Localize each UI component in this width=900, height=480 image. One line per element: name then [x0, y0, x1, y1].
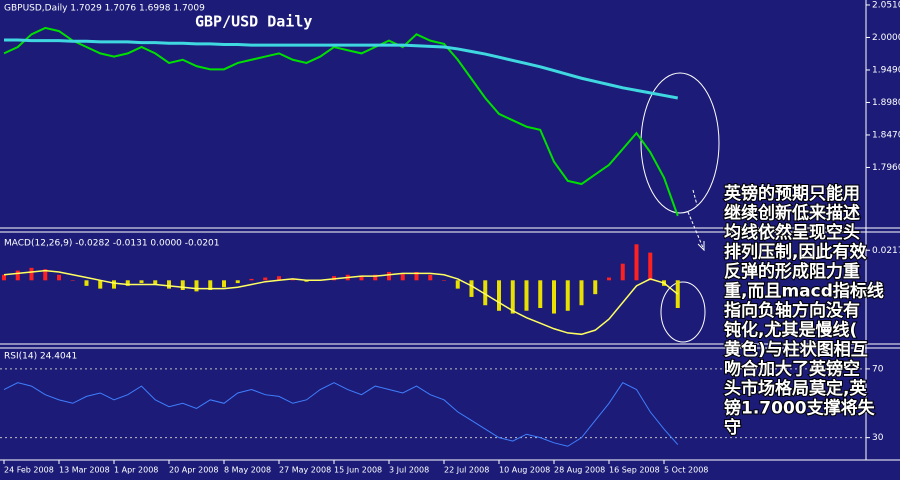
x-tick-label: 13 Mar 2008 [59, 466, 110, 475]
macd-bar [249, 278, 254, 281]
annotation-line: 钝化,尤其是慢线( [724, 320, 857, 341]
macd-bar [43, 269, 48, 281]
macd-bar [112, 280, 116, 289]
macd-bar [98, 280, 103, 289]
macd-bar [277, 276, 281, 281]
macd-bar [373, 274, 378, 281]
x-tick-label: 10 Aug 2008 [499, 466, 550, 475]
x-tick-label: 1 Apr 2008 [114, 466, 158, 475]
y-tick-label: 70 [872, 364, 884, 374]
price-line [3, 26, 679, 217]
macd-bar [153, 280, 158, 285]
macd-bar [84, 280, 89, 286]
rsi-header: RSI(14) 24.4041 [4, 352, 77, 362]
macd-bar [634, 244, 639, 281]
x-tick-label: 3 Jul 2008 [389, 466, 429, 475]
annotation-line: 守 [724, 417, 741, 438]
annotation-line: 英镑的预期只能用 [724, 183, 860, 204]
panel-frames [0, 0, 900, 461]
macd-bar [510, 280, 515, 314]
macd-bar [648, 252, 653, 281]
rsi-line [3, 382, 679, 447]
macd-bar [57, 274, 61, 281]
y-tick-label: 1.8470 [872, 130, 900, 140]
macd-bar [208, 280, 213, 290]
macd-bar [263, 277, 268, 281]
y-tick-label: 1.9490 [872, 65, 900, 75]
macd-bar [428, 274, 433, 281]
macd-bar [139, 280, 144, 284]
macd-bar [524, 280, 529, 311]
macd-bar [442, 280, 446, 281]
chart-title: GBP/USD Daily [195, 13, 312, 31]
x-tick-label: 5 Oct 2008 [664, 466, 708, 475]
macd-bar [483, 280, 488, 306]
macd-bar [565, 280, 570, 311]
annotation-line: 均线依然呈现空头 [724, 222, 860, 243]
annotation-line: 排列压制,因此有效 [724, 242, 866, 263]
macd-bar [125, 280, 130, 286]
macd-header: MACD(12,26,9) -0.0282 -0.0131 0.0000 -0.… [4, 239, 220, 249]
macd-bar [607, 277, 611, 281]
macd-bar [70, 280, 75, 281]
macd-bar [455, 280, 460, 289]
y-tick-label: 2.0510 [872, 0, 900, 10]
annotation-line: 指向负轴方向没有 [724, 300, 860, 321]
signal-line [3, 269, 679, 336]
annotation-line: 头市场格局莫定,英 [724, 378, 867, 399]
macd-bar [180, 280, 185, 290]
macd-bar [552, 280, 556, 314]
macd-bar [2, 274, 6, 281]
y-tick-label: 30 [872, 433, 884, 443]
macd-bar [167, 280, 171, 289]
annotation-line: 反弹的形成阻力重 [724, 261, 860, 282]
macd-bar [593, 280, 598, 295]
macd-bar [620, 263, 625, 281]
x-tick-label: 22 Jul 2008 [444, 466, 489, 475]
x-tick-label: 15 Jun 2008 [334, 466, 382, 475]
annotation-line: 黄色)与柱状图相互 [724, 339, 868, 360]
moving-average [4, 38, 679, 100]
annotation-line: 重,而且macd指标线 [724, 281, 884, 302]
macd-bar [387, 272, 391, 281]
price-header: GBPUSD,Daily 1.7029 1.7076 1.6998 1.7009 [4, 4, 205, 14]
x-tick-label: 16 Sep 2008 [609, 466, 660, 475]
macd-bar [222, 280, 226, 288]
macd-bar [497, 280, 501, 311]
x-tick-label: 20 Apr 2008 [169, 466, 218, 475]
x-tick-label: 28 Aug 2008 [554, 466, 605, 475]
x-tick-label: 8 May 2008 [224, 466, 271, 475]
x-tick-label: 24 Feb 2008 [4, 466, 54, 475]
macd-bar [469, 280, 474, 297]
y-tick-label: 1.8980 [872, 98, 900, 108]
macd-bar [538, 280, 543, 308]
macd-bar [579, 280, 584, 306]
macd-bar [194, 280, 199, 292]
annotation-shapes [640, 72, 720, 343]
macd-bar [414, 272, 419, 281]
macd-bar [29, 267, 34, 281]
x-tick-label: 27 May 2008 [279, 466, 331, 475]
y-tick-label: 2.0000 [872, 33, 900, 43]
macd-bar [15, 270, 20, 281]
macd-bar [359, 276, 364, 281]
annotation-line: 镑1.7000支撑将失 [724, 398, 876, 419]
macd-bar [400, 273, 405, 281]
macd-bar [235, 280, 240, 284]
annotation-line: 继续创新低来描述 [724, 203, 860, 224]
